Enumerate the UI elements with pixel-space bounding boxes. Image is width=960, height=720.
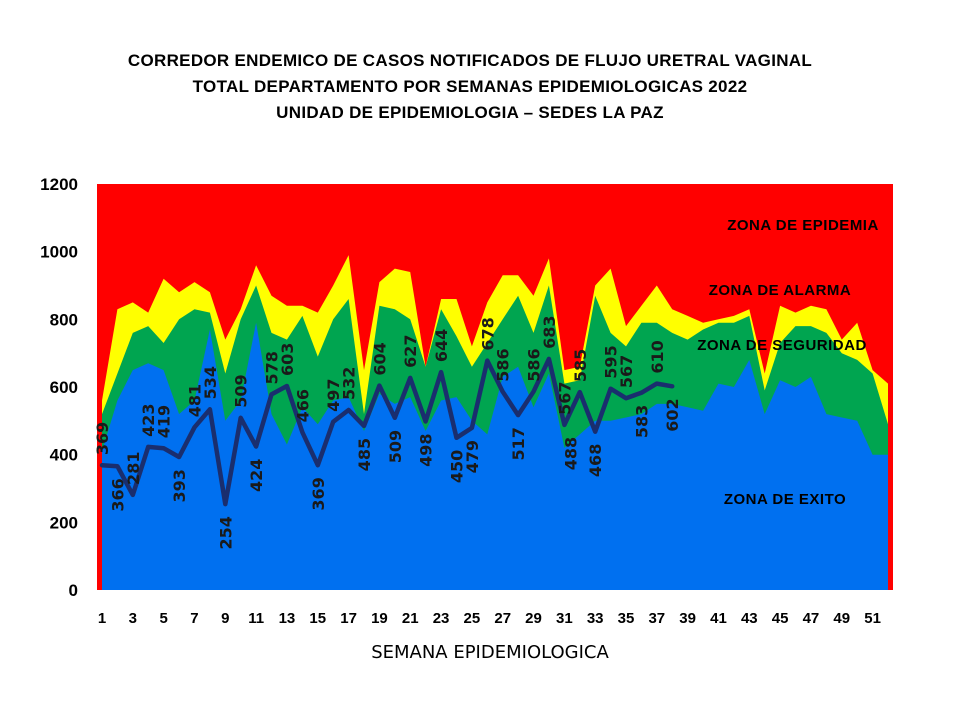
data-label: 509 bbox=[232, 374, 251, 407]
data-label: 366 bbox=[108, 478, 127, 511]
data-label: 603 bbox=[278, 343, 297, 376]
data-label: 369 bbox=[309, 477, 328, 510]
data-label: 369 bbox=[93, 422, 112, 455]
data-label: 488 bbox=[562, 437, 581, 470]
x-tick-label: 37 bbox=[648, 610, 665, 627]
data-label: 644 bbox=[432, 329, 451, 362]
chart-title-line-3: UNIDAD DE EPIDEMIOLOGIA – SEDES LA PAZ bbox=[276, 103, 664, 122]
y-tick-label: 1200 bbox=[40, 175, 78, 194]
x-tick-label: 25 bbox=[464, 610, 481, 627]
data-label: 602 bbox=[663, 398, 682, 431]
data-label: 498 bbox=[417, 434, 436, 467]
data-label: 468 bbox=[586, 444, 605, 477]
x-tick-label: 15 bbox=[309, 610, 326, 627]
data-label: 497 bbox=[324, 378, 343, 411]
x-tick-label: 21 bbox=[402, 610, 419, 627]
data-label: 595 bbox=[602, 345, 621, 378]
chart-title-line-1: CORREDOR ENDEMICO DE CASOS NOTIFICADOS D… bbox=[127, 51, 813, 70]
data-label: 683 bbox=[540, 316, 559, 349]
x-tick-label: 45 bbox=[772, 610, 789, 627]
y-tick-label: 600 bbox=[50, 378, 78, 397]
zone-label: ZONA DE EPIDEMIA bbox=[727, 217, 879, 234]
data-label: 424 bbox=[247, 459, 266, 492]
x-tick-label: 31 bbox=[556, 610, 573, 627]
x-tick-label: 43 bbox=[741, 610, 758, 627]
data-label: 393 bbox=[170, 469, 189, 502]
x-tick-label: 29 bbox=[525, 610, 542, 627]
x-tick-label: 17 bbox=[340, 610, 357, 627]
data-label: 567 bbox=[555, 381, 574, 414]
chart-title-line-2: TOTAL DEPARTAMENTO POR SEMANAS EPIDEMIOL… bbox=[192, 77, 748, 96]
data-label: 583 bbox=[632, 405, 651, 438]
data-label: 578 bbox=[263, 351, 282, 384]
data-label: 281 bbox=[124, 452, 143, 485]
data-label: 534 bbox=[201, 366, 220, 399]
x-tick-label: 51 bbox=[864, 610, 881, 627]
data-label: 509 bbox=[386, 430, 405, 463]
x-axis-label: SEMANA EPIDEMIOLOGICA bbox=[371, 642, 609, 663]
x-tick-label: 11 bbox=[248, 610, 264, 627]
x-tick-label: 49 bbox=[833, 610, 850, 627]
x-tick-label: 7 bbox=[190, 610, 198, 627]
data-label: 481 bbox=[185, 384, 204, 417]
data-label: 419 bbox=[155, 405, 174, 438]
y-tick-label: 800 bbox=[50, 310, 78, 329]
x-tick-label: 33 bbox=[587, 610, 604, 627]
x-tick-label: 47 bbox=[803, 610, 820, 627]
y-tick-label: 200 bbox=[50, 513, 78, 532]
y-tick-label: 1000 bbox=[40, 243, 78, 262]
zone-label: ZONA DE ALARMA bbox=[709, 282, 852, 299]
data-label: 567 bbox=[617, 355, 636, 388]
data-label: 479 bbox=[463, 440, 482, 473]
data-label: 586 bbox=[525, 348, 544, 381]
zone-area-4 bbox=[102, 322, 888, 590]
x-tick-label: 23 bbox=[433, 610, 450, 627]
series-line-2022 bbox=[99, 356, 675, 507]
x-tick-label: 27 bbox=[494, 610, 511, 627]
x-tick-label: 35 bbox=[618, 610, 635, 627]
data-label: 604 bbox=[370, 342, 389, 375]
data-label: 585 bbox=[571, 349, 590, 382]
x-tick-label: 3 bbox=[129, 610, 137, 627]
zone-label: ZONA DE SEGURIDAD bbox=[697, 337, 867, 354]
x-tick-label: 41 bbox=[710, 610, 727, 627]
data-label: 423 bbox=[139, 403, 158, 436]
x-tick-label: 19 bbox=[371, 610, 388, 627]
data-label: 517 bbox=[509, 427, 528, 460]
zone-label: ZONA DE EXITO bbox=[724, 491, 846, 508]
data-label: 586 bbox=[494, 348, 513, 381]
x-tick-label: 39 bbox=[679, 610, 696, 627]
data-label: 254 bbox=[216, 516, 235, 549]
data-label: 678 bbox=[478, 317, 497, 350]
x-tick-label: 13 bbox=[279, 610, 296, 627]
data-label: 466 bbox=[293, 389, 312, 422]
y-tick-label: 400 bbox=[50, 446, 78, 465]
data-label: 627 bbox=[401, 334, 420, 367]
x-tick-label: 9 bbox=[221, 610, 229, 627]
data-label: 610 bbox=[648, 340, 667, 373]
data-label: 532 bbox=[340, 367, 359, 400]
x-tick-label: 1 bbox=[98, 610, 106, 627]
data-label: 485 bbox=[355, 438, 374, 471]
x-tick-label: 5 bbox=[159, 610, 167, 627]
data-label: 450 bbox=[447, 450, 466, 483]
y-tick-label: 0 bbox=[69, 581, 78, 600]
